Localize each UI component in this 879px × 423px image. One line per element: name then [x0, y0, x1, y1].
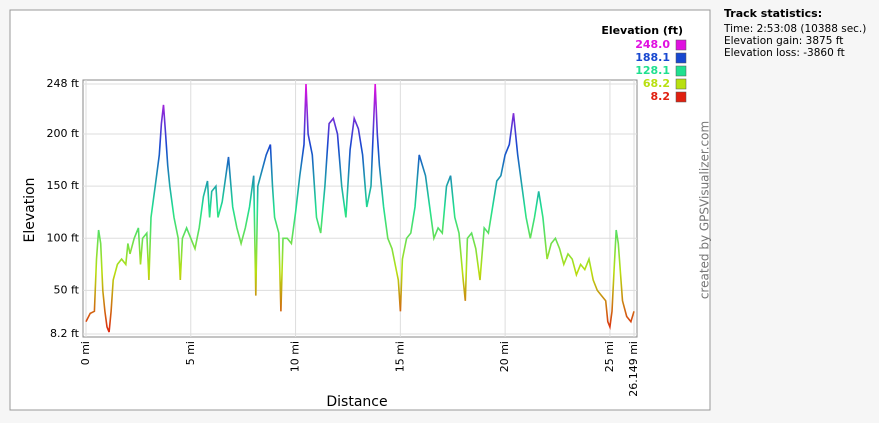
- x-tick-label: 10 mi: [289, 341, 302, 372]
- x-tick-label: 5 mi: [184, 341, 197, 365]
- legend-value: 248.0: [635, 38, 670, 51]
- plot-area: [82, 79, 638, 338]
- legend-swatch: [675, 91, 687, 103]
- legend-swatch: [675, 52, 687, 64]
- legend-title: Elevation (ft): [601, 24, 683, 37]
- x-tick-label: 15 mi: [393, 341, 406, 372]
- y-tick-label: 50 ft: [54, 283, 80, 296]
- x-tick-label: 0 mi: [79, 341, 92, 365]
- y-tick-label: 100 ft: [47, 231, 80, 244]
- x-axis-label: Distance: [326, 394, 387, 410]
- y-tick-label: 248 ft: [47, 77, 80, 90]
- x-tick-label: 26.149 mi: [627, 341, 640, 397]
- x-tick-label: 25 mi: [603, 341, 616, 372]
- x-tick-label: 20 mi: [498, 341, 511, 372]
- y-tick-label: 8.2 ft: [50, 327, 80, 340]
- y-tick-label: 200 ft: [47, 127, 80, 140]
- legend-value: 188.1: [635, 51, 670, 64]
- stats-line: Elevation loss: -3860 ft: [724, 47, 845, 59]
- legend-swatch: [675, 65, 687, 77]
- stats-title: Track statistics:: [724, 7, 822, 20]
- legend-swatch: [675, 78, 687, 90]
- y-tick-label: 150 ft: [47, 179, 80, 192]
- legend-value: 128.1: [635, 64, 670, 77]
- stats-line: Elevation gain: 3875 ft: [724, 35, 843, 47]
- legend-value: 8.2: [651, 90, 671, 103]
- credit: created by GPSVisualizer.com: [698, 121, 712, 299]
- legend-swatch: [675, 39, 687, 51]
- stats-line: Time: 2:53:08 (10388 sec.): [723, 23, 866, 35]
- y-axis-label: Elevation: [22, 177, 38, 242]
- legend-value: 68.2: [643, 77, 670, 90]
- elevation-line: [85, 83, 635, 333]
